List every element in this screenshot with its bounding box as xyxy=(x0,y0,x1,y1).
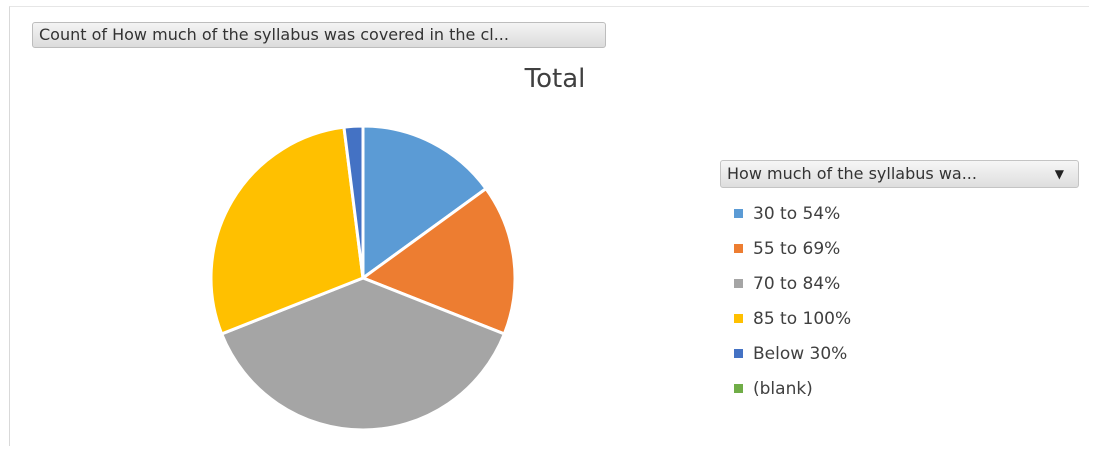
legend-item[interactable]: 55 to 69% xyxy=(734,231,851,266)
legend-label: 55 to 69% xyxy=(753,238,841,259)
legend-label: Below 30% xyxy=(753,343,848,364)
pie-slice-2[interactable] xyxy=(219,276,507,432)
legend-item[interactable]: Below 30% xyxy=(734,336,851,371)
legend-swatch xyxy=(734,349,743,358)
values-field-button[interactable]: Count of How much of the syllabus was co… xyxy=(32,22,606,48)
pie-slice-4[interactable] xyxy=(342,124,365,279)
pie-slice-3[interactable] xyxy=(209,125,365,336)
legend-label: 70 to 84% xyxy=(753,273,841,294)
legend-label: 30 to 54% xyxy=(753,203,841,224)
legend-swatch xyxy=(734,384,743,393)
legend-swatch xyxy=(734,314,743,323)
legend-item[interactable]: 85 to 100% xyxy=(734,301,851,336)
legend-item[interactable]: (blank) xyxy=(734,371,851,406)
legend: 30 to 54% 55 to 69% 70 to 84% 85 to 100% Bel… xyxy=(734,196,851,406)
legend-swatch xyxy=(734,279,743,288)
chart-area xyxy=(9,6,1089,446)
dropdown-arrow-icon[interactable]: ▼ xyxy=(1054,167,1064,181)
legend-swatch xyxy=(734,244,743,253)
pie-slices xyxy=(209,124,517,432)
pie-slice-0[interactable] xyxy=(361,124,489,281)
chart-title: Total xyxy=(524,64,586,94)
legend-label: 85 to 100% xyxy=(753,308,852,329)
legend-swatch xyxy=(734,209,743,218)
legend-field-button[interactable]: How much of the syllabus wa... ▼ xyxy=(720,160,1079,188)
legend-item[interactable]: 70 to 84% xyxy=(734,266,851,301)
legend-label: (blank) xyxy=(753,378,813,399)
legend-item[interactable]: 30 to 54% xyxy=(734,196,851,231)
legend-field-label: How much of the syllabus wa... xyxy=(727,164,977,183)
pie-slice-1[interactable] xyxy=(359,186,517,336)
